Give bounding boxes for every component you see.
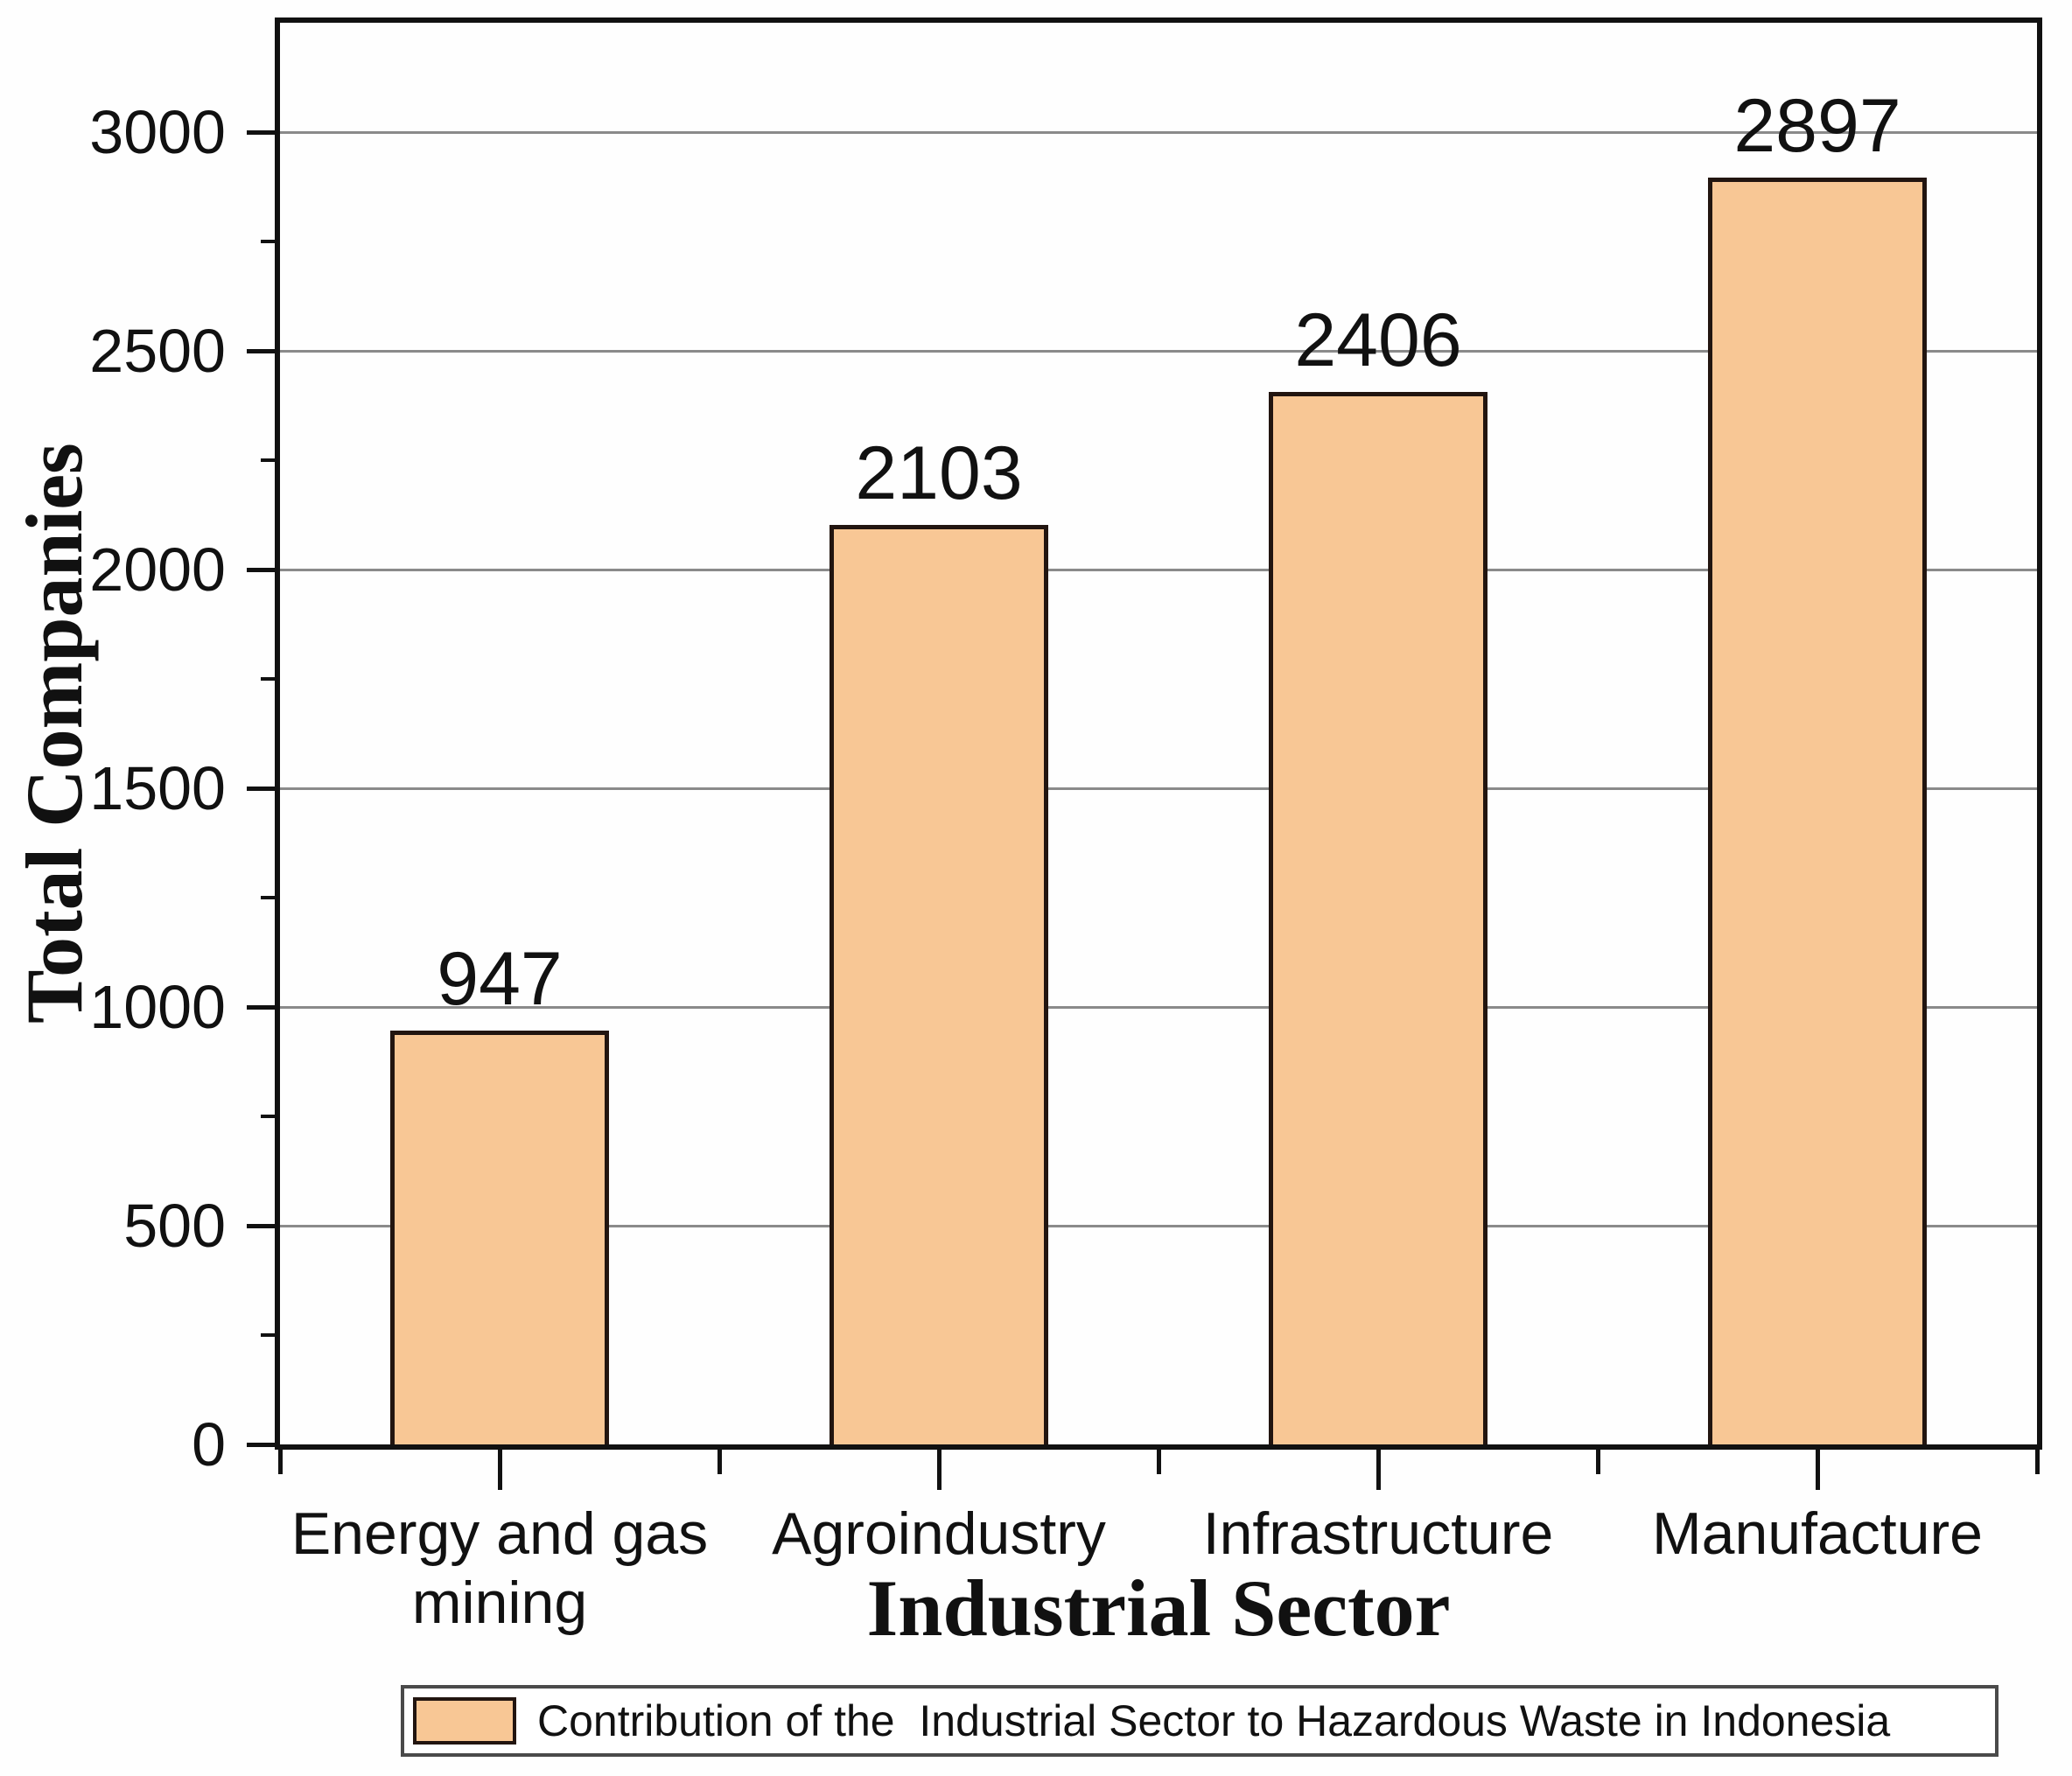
y-minor-tick [261,1333,275,1337]
x-category-label: Infrastructure [1124,1500,1632,1569]
gridline [280,568,2037,571]
x-category-label-line: Infrastructure [1202,1500,1554,1567]
gridline [280,130,2037,134]
bar-energy-and-gas [390,1030,609,1444]
x-minor-tick [1595,1450,1600,1474]
y-major-tick [247,567,275,572]
legend: Contribution of the Industrial Sector to… [401,1685,1998,1757]
plot-inner-region [280,23,2037,1444]
y-major-tick [247,1223,275,1228]
y-tick-label: 500 [123,1192,226,1260]
y-tick-label: 2500 [89,317,226,385]
x-minor-tick [717,1450,722,1474]
bar-value-label: 2103 [855,430,1023,515]
bar-value-label: 2897 [1733,83,1901,168]
x-major-tick [497,1450,502,1490]
x-category-label-line: Energy and gas [290,1500,709,1567]
x-category-label-line: Agroindustry [772,1500,1106,1567]
gridline [280,1005,2037,1009]
x-minor-tick [2034,1450,2040,1474]
y-minor-tick [261,677,275,681]
y-major-tick [247,348,275,353]
y-minor-tick [261,1115,275,1118]
y-tick-label: 3000 [89,98,226,166]
x-major-tick [1376,1450,1381,1490]
x-minor-tick [277,1450,283,1474]
y-major-tick [247,1442,275,1447]
gridline [280,787,2037,790]
y-major-tick [247,1004,275,1010]
y-tick-label: 2000 [89,535,226,604]
legend-label: Contribution of the Industrial Sector to… [537,1696,1891,1745]
x-category-label: Agroindustry [685,1500,1193,1569]
x-major-tick [936,1450,942,1490]
bar-manufacture [1708,177,1927,1444]
x-category-label-line: mining [411,1569,588,1636]
bar-agroindustry [830,524,1048,1444]
y-tick-label: 1000 [89,973,226,1041]
y-minor-tick [261,240,275,243]
bar-value-label: 947 [437,936,563,1021]
y-tick-label: 1500 [89,754,226,822]
x-major-tick [1815,1450,1820,1490]
y-minor-tick [261,458,275,462]
x-category-label-line: Manufacture [1652,1500,1983,1567]
y-major-tick [247,786,275,791]
bar-infrastructure [1269,392,1488,1444]
y-tick-label: 0 [192,1410,226,1479]
gridline [280,349,2037,353]
y-axis-title: Total Companies [10,443,99,1024]
gridline [280,1224,2037,1227]
x-category-label: Manufacture [1564,1500,2071,1569]
x-category-label: Energy and gas mining [246,1500,753,1638]
x-minor-tick [1156,1450,1161,1474]
y-minor-tick [261,896,275,899]
legend-swatch [413,1697,516,1745]
x-axis-title: Industrial Sector [866,1563,1451,1653]
y-major-tick [247,129,275,135]
bar-value-label: 2406 [1294,298,1462,382]
